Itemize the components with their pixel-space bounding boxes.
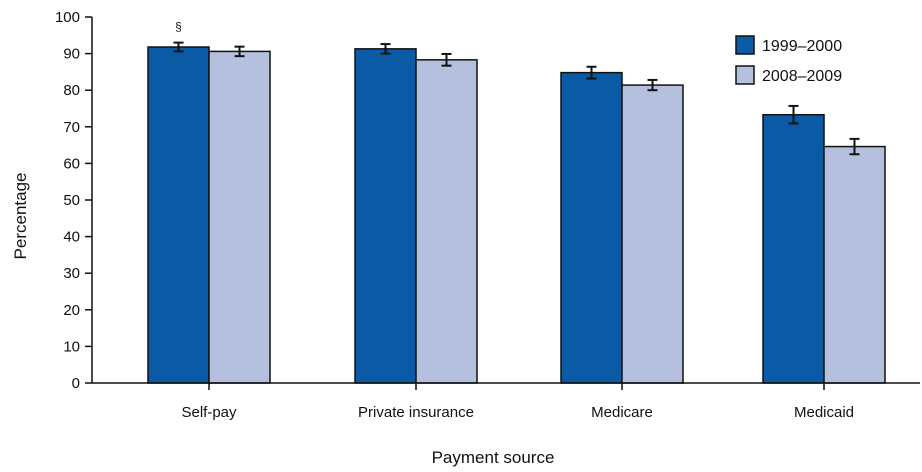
y-tick-label: 60: [63, 155, 80, 172]
y-tick-label: 40: [63, 229, 80, 246]
bar-private-insurance-series-2: [415, 59, 478, 384]
bar-medicaid-series-2: [823, 145, 886, 384]
x-category-label: Medicare: [591, 404, 653, 421]
error-bars: [173, 41, 860, 156]
error-bar: [441, 52, 452, 67]
bars: [147, 46, 886, 384]
y-axis-title: Percentage: [11, 173, 30, 260]
bar-self-pay-series-2: [208, 50, 271, 384]
bar-annotation: §: [175, 20, 182, 34]
bar-medicare-series-2: [621, 84, 684, 384]
y-tick-label: 30: [63, 265, 80, 282]
x-axis-title: Payment source: [432, 448, 555, 467]
y-tick-label: 100: [55, 9, 80, 26]
y-tick-label: 20: [63, 302, 80, 319]
annotations: §: [175, 20, 182, 34]
legend-label: 2008–2009: [762, 68, 842, 85]
y-axis-ticks: 0 10 20 30 40 50 60 70 80 90 100: [55, 9, 92, 392]
error-bar: [647, 78, 658, 92]
legend-swatch: [735, 65, 755, 85]
legend: 1999–2000 2008–2009: [735, 35, 842, 85]
x-axis-category-labels: Self-pay Private insurance Medicare Medicai…: [181, 383, 854, 421]
x-category-label: Private insurance: [358, 404, 474, 421]
bar-medicaid-series-1: [762, 113, 825, 384]
y-tick-label: 90: [63, 46, 80, 63]
error-bar: [234, 45, 245, 58]
error-bar: [788, 104, 799, 125]
bar-private-insurance-series-1: [354, 48, 417, 384]
y-tick-label: 50: [63, 192, 80, 209]
legend-swatch: [735, 35, 755, 55]
y-tick-label: 80: [63, 82, 80, 99]
bar-self-pay-series-1: [147, 46, 210, 384]
legend-label: 1999–2000: [762, 38, 842, 55]
bar-medicare-series-1: [560, 71, 623, 384]
error-bar: [173, 41, 184, 53]
error-bar: [849, 137, 860, 156]
y-tick-label: 10: [63, 338, 80, 355]
error-bar: [380, 43, 391, 55]
x-category-label: Medicaid: [794, 404, 854, 421]
y-tick-label: 70: [63, 119, 80, 136]
x-category-label: Self-pay: [181, 404, 237, 421]
y-tick-label: 0: [72, 375, 80, 392]
error-bar: [586, 65, 597, 80]
